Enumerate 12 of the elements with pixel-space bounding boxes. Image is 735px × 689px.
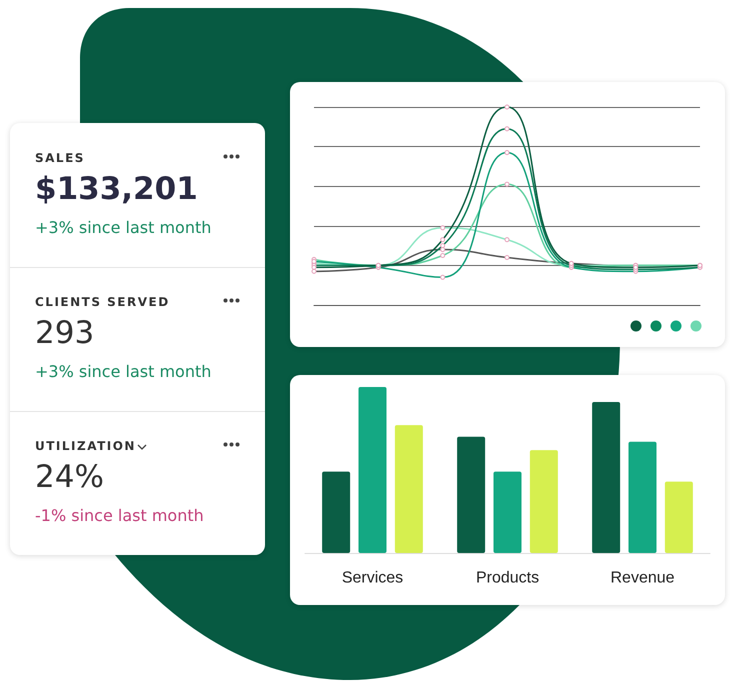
- text: $133,201: [35, 171, 198, 207]
- text: SALES: [35, 151, 85, 165]
- x-tick-label: Products: [476, 570, 540, 586]
- text: UTILIZATION: [35, 439, 136, 453]
- x-tick-label: Revenue: [610, 570, 675, 586]
- text: -1% since last month: [35, 506, 204, 525]
- text: 293: [35, 315, 94, 351]
- text: CLIENTS SERVED: [35, 295, 170, 309]
- text: +3% since last month: [35, 362, 212, 381]
- text: 24%: [35, 459, 104, 495]
- text: +3% since last month: [35, 218, 212, 237]
- x-tick-label: Services: [342, 570, 404, 586]
